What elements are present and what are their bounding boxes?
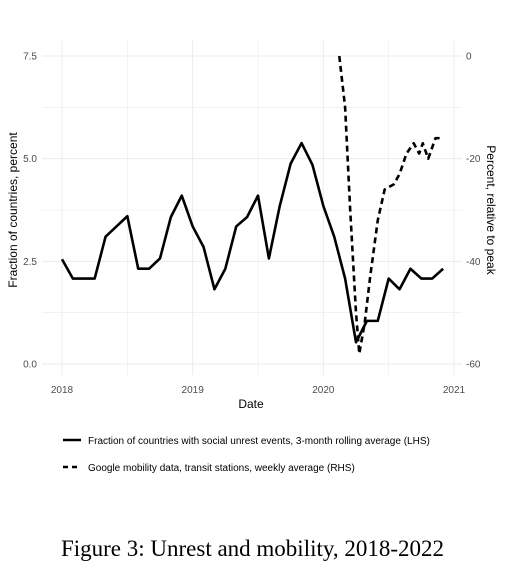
x-tick-label: 2020 bbox=[312, 385, 335, 396]
y-left-axis-title: Fraction of countries, percent bbox=[6, 132, 20, 288]
y-right-tick-label: -40 bbox=[466, 257, 481, 268]
x-axis-title: Date bbox=[238, 397, 264, 411]
y-left-tick-label: 2.5 bbox=[23, 257, 37, 268]
series-lines bbox=[60, 55, 444, 356]
y-left-tick-label: 7.5 bbox=[23, 52, 37, 63]
x-tick-label: 2019 bbox=[182, 385, 205, 396]
figure-caption: Figure 3: Unrest and mobility, 2018-2022 bbox=[60, 536, 445, 561]
x-tick-label: 2018 bbox=[51, 385, 74, 396]
y-right-tick-label: 0 bbox=[466, 52, 472, 63]
legend-label-mobility: Google mobility data, transit stations, … bbox=[88, 463, 355, 474]
y-right-tick-label: -60 bbox=[466, 360, 481, 371]
tick-labels: 2018 2019 2020 2021 0.0 2.5 5.0 7.5 0 -20 -40 -60 bbox=[23, 52, 481, 397]
x-tick-label: 2021 bbox=[443, 385, 466, 396]
legend: Fraction of countries with social unrest… bbox=[63, 436, 430, 474]
series-line-unrest bbox=[60, 141, 444, 344]
y-right-axis-title: Percent, relative to peak bbox=[484, 145, 498, 275]
legend-item-mobility: Google mobility data, transit stations, … bbox=[63, 463, 355, 474]
y-right-tick-label: -20 bbox=[466, 154, 481, 165]
y-left-tick-label: 5.0 bbox=[23, 154, 37, 165]
legend-label-unrest: Fraction of countries with social unrest… bbox=[88, 436, 430, 447]
legend-item-unrest: Fraction of countries with social unrest… bbox=[63, 436, 430, 447]
y-left-tick-label: 0.0 bbox=[23, 360, 37, 371]
series-line-mobility bbox=[338, 55, 441, 356]
